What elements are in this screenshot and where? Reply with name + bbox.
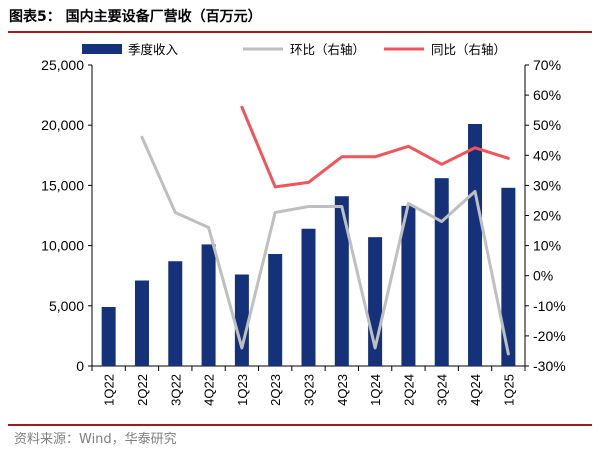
revenue-bar	[501, 187, 516, 366]
revenue-bar	[434, 178, 449, 366]
x-tick-label: 1Q23	[235, 374, 250, 406]
revenue-bar	[101, 307, 116, 366]
legend-label-yoy: 同比（右轴）	[431, 42, 506, 57]
revenue-bar	[401, 205, 416, 366]
right-tick-label: -30%	[533, 358, 566, 374]
revenue-bar	[334, 196, 349, 366]
x-tick-label: 3Q22	[168, 374, 183, 406]
source-note: 资料来源：Wind，华泰研究	[14, 432, 177, 447]
legend-label-qoq: 环比（右轴）	[290, 42, 365, 57]
left-tick-label: 15,000	[41, 177, 84, 193]
x-tick-label: 3Q23	[302, 374, 317, 406]
qoq-line	[140, 135, 510, 356]
title-rule	[8, 31, 592, 33]
revenue-bar	[268, 254, 283, 366]
x-tick-label: 2Q22	[135, 374, 150, 406]
x-tick-label: 3Q24	[435, 374, 450, 406]
revenue-bar	[201, 244, 216, 366]
left-tick-label: 5,000	[49, 298, 84, 314]
x-tick-label: 2Q23	[268, 374, 283, 406]
x-tick-label: 4Q22	[202, 374, 217, 406]
revenue-bar	[468, 123, 483, 366]
right-tick-label: 70%	[533, 57, 561, 73]
legend-label-revenue: 季度收入	[128, 42, 179, 57]
legend-swatch-revenue	[82, 44, 122, 54]
right-tick-label: -10%	[533, 298, 566, 314]
left-tick-label: 10,000	[41, 238, 84, 254]
right-tick-label: -20%	[533, 328, 566, 344]
left-tick-label: 0	[76, 358, 84, 374]
x-tick-label: 4Q23	[335, 374, 350, 406]
x-tick-label: 2Q24	[401, 374, 416, 406]
x-tick-label: 1Q25	[501, 374, 516, 406]
revenue-bar	[234, 274, 249, 366]
right-tick-label: 40%	[533, 147, 561, 163]
right-tick-label: 30%	[533, 177, 561, 193]
right-tick-label: 50%	[533, 117, 561, 133]
x-tick-label: 4Q24	[468, 374, 483, 406]
bottom-rule	[8, 424, 592, 426]
yoy-line	[240, 105, 510, 189]
left-tick-label: 20,000	[41, 117, 84, 133]
revenue-bar	[168, 261, 183, 366]
right-tick-label: 20%	[533, 208, 561, 224]
right-tick-label: 0%	[533, 268, 553, 284]
chart-title: 图表5： 国内主要设备厂营收（百万元）	[9, 9, 262, 25]
right-tick-label: 60%	[533, 87, 561, 103]
revenue-bar	[134, 280, 149, 366]
revenue-bar	[301, 228, 316, 366]
x-tick-label: 1Q22	[102, 374, 117, 406]
x-tick-label: 1Q24	[368, 374, 383, 406]
right-tick-label: 10%	[533, 238, 561, 254]
left-tick-label: 25,000	[41, 57, 84, 73]
